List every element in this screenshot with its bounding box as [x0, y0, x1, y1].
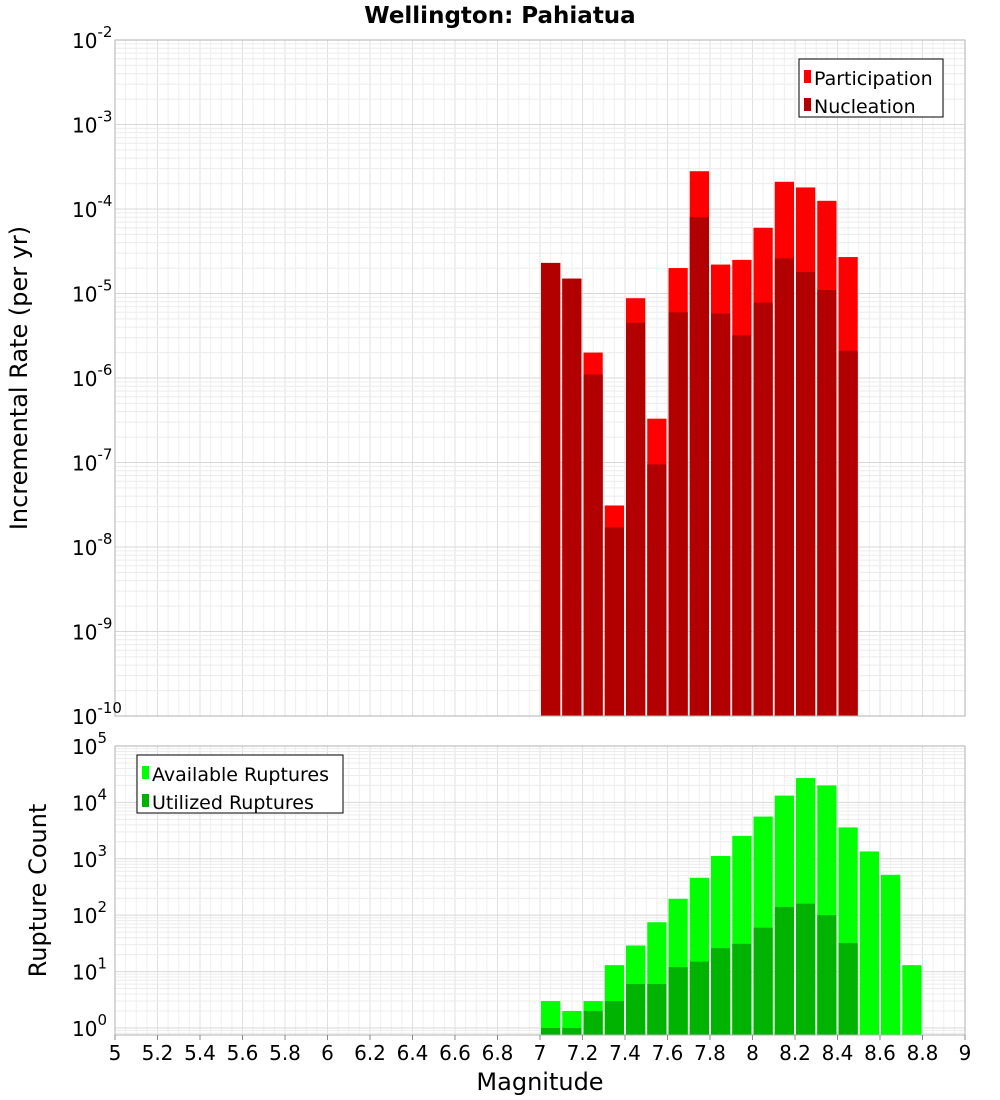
bar-utilized-ruptures — [817, 915, 837, 1035]
bar-nucleation — [583, 374, 603, 716]
x-tick-label: 6 — [321, 1041, 334, 1065]
legend-swatch-participation — [804, 70, 811, 83]
x-tick-label: 7.6 — [652, 1041, 684, 1065]
top-y-tick-label: 10-7 — [72, 446, 112, 476]
x-tick-label: 5.4 — [184, 1041, 216, 1065]
x-tick-label: 5.8 — [269, 1041, 301, 1065]
bar-nucleation — [711, 313, 731, 716]
bar-utilized-ruptures — [774, 906, 794, 1035]
legend-swatch-available-ruptures — [142, 766, 149, 779]
bottom-y-ticks: 100 101 102 103 104 105 — [72, 729, 107, 1041]
x-axis-ticks: 5 5.2 5.4 5.6 5.8 6 6.2 6.4 6.6 6.8 7 7.2 7.4 7.6 7.8 8… — [109, 1035, 972, 1065]
bar-utilized-ruptures — [732, 943, 752, 1035]
bar-utilized-ruptures — [796, 903, 816, 1035]
x-tick-label: 7.2 — [567, 1041, 599, 1065]
top-legend-box — [798, 58, 944, 118]
bar-nucleation — [817, 290, 837, 716]
top-y-tick-label: 10-6 — [72, 361, 112, 391]
bottom-y-tick-label: 102 — [72, 898, 107, 928]
bottom-y-tick-label: 100 — [72, 1011, 107, 1041]
bar-nucleation — [732, 335, 752, 716]
top-legend: Participation Nucleation — [798, 58, 944, 118]
bar-utilized-ruptures — [711, 948, 731, 1035]
top-y-tick-label: 10-9 — [72, 615, 112, 645]
legend-label-nucleation: Nucleation — [814, 96, 916, 118]
top-y-axis-label: Incremental Rate (per yr) — [5, 226, 33, 530]
legend-swatch-nucleation — [804, 98, 811, 111]
x-tick-label: 8.2 — [779, 1041, 811, 1065]
bar-utilized-ruptures — [626, 984, 646, 1035]
x-tick-label: 8.8 — [907, 1041, 939, 1065]
x-tick-label: 8.4 — [822, 1041, 854, 1065]
bar-utilized-ruptures — [583, 1010, 603, 1035]
bar-nucleation — [689, 217, 709, 716]
bar-utilized-ruptures — [753, 927, 773, 1035]
top-plot-panel: 10-10 10-9 10-8 10-7 10-6 10-5 10-4 10-3 10-2 In… — [5, 23, 966, 729]
legend-label-participation: Participation — [814, 68, 933, 90]
x-tick-label: 7.4 — [609, 1041, 641, 1065]
x-tick-label: 7 — [534, 1041, 547, 1065]
x-tick-label: 7.8 — [694, 1041, 726, 1065]
top-y-tick-label: 10-10 — [72, 699, 122, 729]
bar-available-ruptures — [881, 874, 901, 1035]
bottom-legend-box — [136, 754, 344, 814]
bar-nucleation — [647, 464, 667, 716]
bar-utilized-ruptures — [604, 1001, 624, 1035]
top-y-tick-label: 10-5 — [72, 277, 112, 307]
bar-nucleation — [626, 322, 646, 716]
bar-available-ruptures — [859, 851, 879, 1035]
top-plot-border — [114, 39, 966, 717]
bar-nucleation — [753, 302, 773, 716]
bar-nucleation — [774, 258, 794, 716]
x-tick-label: 5.2 — [142, 1041, 174, 1065]
x-tick-label: 6.6 — [439, 1041, 471, 1065]
x-tick-label: 8.6 — [864, 1041, 896, 1065]
x-axis-label: Magnitude — [476, 1068, 603, 1096]
bar-nucleation — [796, 271, 816, 716]
top-y-ticks: 10-10 10-9 10-8 10-7 10-6 10-5 10-4 10-3 10-2 — [72, 23, 122, 729]
bar-utilized-ruptures — [541, 1027, 561, 1035]
x-tick-label: 9 — [959, 1041, 972, 1065]
x-tick-label: 5 — [109, 1041, 122, 1065]
top-y-tick-label: 10-4 — [72, 192, 112, 222]
chart-title: Wellington: Pahiatua — [364, 3, 635, 29]
bottom-y-tick-label: 103 — [72, 842, 107, 872]
x-tick-label: 5.6 — [227, 1041, 259, 1065]
legend-label-utilized-ruptures: Utilized Ruptures — [152, 792, 314, 814]
bar-nucleation — [562, 278, 582, 716]
top-bars — [541, 171, 858, 717]
bottom-y-tick-label: 104 — [72, 785, 107, 815]
top-y-tick-label: 10-8 — [72, 530, 112, 560]
bar-utilized-ruptures — [838, 943, 858, 1035]
top-y-tick-label: 10-2 — [72, 23, 112, 53]
bar-utilized-ruptures — [668, 967, 688, 1035]
bottom-legend: Available Ruptures Utilized Ruptures — [136, 754, 344, 814]
x-tick-label: 8 — [746, 1041, 759, 1065]
bar-nucleation — [604, 527, 624, 716]
bar-utilized-ruptures — [689, 961, 709, 1035]
bar-nucleation — [668, 312, 688, 716]
bar-nucleation — [541, 262, 561, 716]
bottom-y-tick-label: 101 — [72, 955, 107, 985]
bar-nucleation — [838, 350, 858, 716]
top-y-tick-label: 10-3 — [72, 108, 112, 138]
legend-label-available-ruptures: Available Ruptures — [152, 764, 329, 786]
bottom-y-axis-label: Rupture Count — [24, 804, 52, 978]
bottom-plot-panel: 100 101 102 103 104 105 Rupture Count Availab… — [24, 729, 966, 1041]
x-tick-label: 6.8 — [482, 1041, 514, 1065]
bar-utilized-ruptures — [562, 1027, 582, 1035]
bar-utilized-ruptures — [647, 984, 667, 1035]
x-tick-label: 6.4 — [397, 1041, 429, 1065]
bottom-y-tick-label: 105 — [72, 729, 107, 759]
bottom-bars — [541, 778, 922, 1035]
legend-swatch-utilized-ruptures — [142, 794, 149, 807]
bar-available-ruptures — [902, 965, 922, 1035]
bar-available-ruptures — [541, 1001, 561, 1035]
x-tick-label: 6.2 — [354, 1041, 386, 1065]
top-gridlines — [114, 39, 966, 717]
